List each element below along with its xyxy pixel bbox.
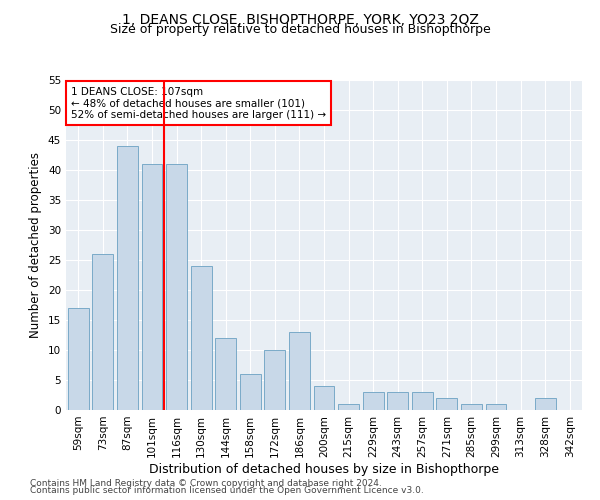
Bar: [314, 386, 334, 410]
Bar: [362, 392, 383, 410]
Bar: [92, 254, 113, 410]
Bar: [68, 308, 89, 410]
Text: 1 DEANS CLOSE: 107sqm
← 48% of detached houses are smaller (101)
52% of semi-det: 1 DEANS CLOSE: 107sqm ← 48% of detached …: [71, 86, 326, 120]
X-axis label: Distribution of detached houses by size in Bishopthorpe: Distribution of detached houses by size …: [149, 462, 499, 475]
Bar: [461, 404, 482, 410]
Bar: [265, 350, 286, 410]
Bar: [215, 338, 236, 410]
Bar: [117, 146, 138, 410]
Bar: [191, 266, 212, 410]
Bar: [412, 392, 433, 410]
Bar: [166, 164, 187, 410]
Bar: [240, 374, 261, 410]
Bar: [289, 332, 310, 410]
Y-axis label: Number of detached properties: Number of detached properties: [29, 152, 43, 338]
Bar: [387, 392, 408, 410]
Bar: [535, 398, 556, 410]
Bar: [142, 164, 163, 410]
Bar: [436, 398, 457, 410]
Text: Contains HM Land Registry data © Crown copyright and database right 2024.: Contains HM Land Registry data © Crown c…: [30, 478, 382, 488]
Bar: [485, 404, 506, 410]
Text: Contains public sector information licensed under the Open Government Licence v3: Contains public sector information licen…: [30, 486, 424, 495]
Bar: [338, 404, 359, 410]
Text: Size of property relative to detached houses in Bishopthorpe: Size of property relative to detached ho…: [110, 22, 490, 36]
Text: 1, DEANS CLOSE, BISHOPTHORPE, YORK, YO23 2QZ: 1, DEANS CLOSE, BISHOPTHORPE, YORK, YO23…: [122, 12, 478, 26]
